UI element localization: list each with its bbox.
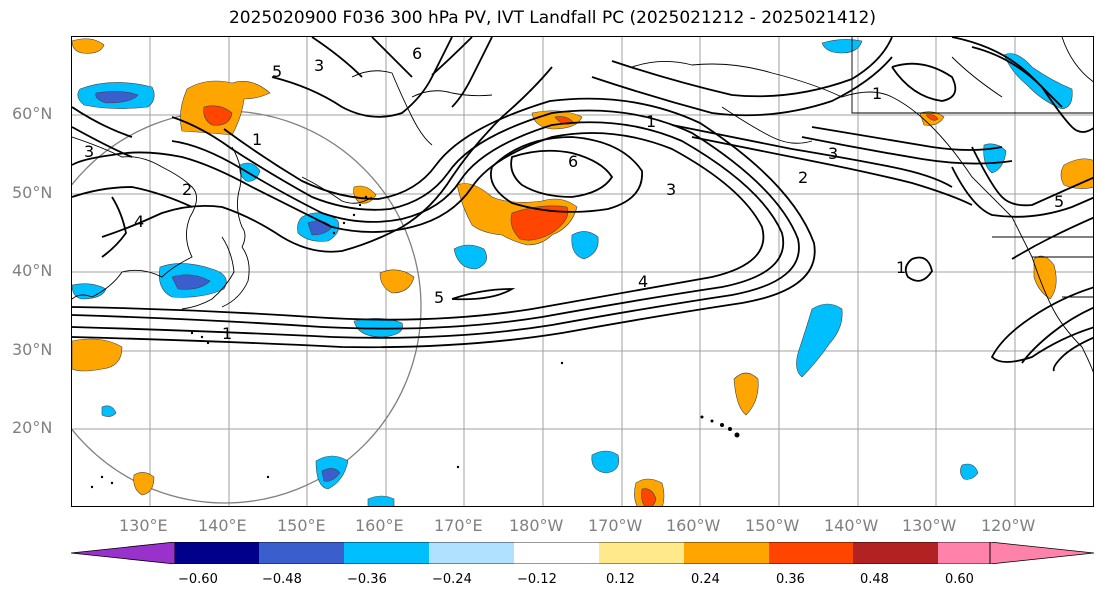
contour-label: 1	[222, 324, 232, 343]
colorbar-segment	[344, 542, 429, 564]
contour-label: 5	[272, 62, 282, 81]
contour-label: 2	[798, 168, 808, 187]
lon-label-150w: 150°W	[745, 516, 800, 535]
contour-label: 2	[182, 180, 192, 199]
contour-label: 5	[434, 288, 444, 307]
contour-label: 1	[646, 112, 656, 131]
colorbar-tick: 0.12	[606, 572, 635, 587]
lon-label-160e: 160°E	[355, 516, 404, 535]
colorbar	[71, 542, 1094, 564]
colorbar-segment	[259, 542, 344, 564]
contour-label: 3	[828, 144, 838, 163]
positive-anomaly-shading	[72, 38, 1093, 506]
coastlines	[72, 37, 1093, 373]
colorbar-tick: 0.60	[945, 572, 974, 587]
lon-label-130e: 130°E	[119, 516, 168, 535]
colorbar-tick: −0.60	[178, 572, 218, 587]
colorbar-tick: 0.36	[776, 572, 805, 587]
contour-label: 4	[638, 272, 648, 291]
contour-label: 6	[568, 152, 578, 171]
lon-label-140e: 140°E	[198, 516, 247, 535]
lat-label-60n: 60°N	[12, 104, 53, 123]
colorbar-segment	[429, 542, 514, 564]
colorbar-segment	[938, 542, 990, 564]
lon-label-170e: 170°E	[434, 516, 483, 535]
colorbar-tick: −0.24	[432, 572, 472, 587]
lon-label-150e: 150°E	[277, 516, 326, 535]
map-panel: 1 1 1 2 2 3 3 3 4 4 5 5 6 6 1 1 3 5	[71, 36, 1094, 507]
islands	[90, 195, 740, 489]
contour-label: 4	[134, 212, 144, 231]
colorbar-segment	[599, 542, 684, 564]
colorbar-tick: −0.36	[347, 572, 387, 587]
colorbar-segment	[175, 542, 259, 564]
colorbar-segment	[853, 542, 938, 564]
colorbar-extend-high	[989, 542, 1094, 564]
lat-label-50n: 50°N	[12, 183, 53, 202]
colorbar-extend-low	[71, 542, 176, 564]
contour-label: 1	[896, 258, 906, 277]
map-title: 2025020900 F036 300 hPa PV, IVT Landfall…	[228, 8, 876, 28]
lon-label-130w: 130°W	[902, 516, 957, 535]
contour-label: 3	[314, 56, 324, 75]
colorbar-segment	[684, 542, 769, 564]
colorbar-tick: −0.48	[262, 572, 302, 587]
contour-label: 5	[1054, 192, 1064, 211]
pv-contours	[72, 37, 1093, 372]
contour-label: 1	[252, 130, 262, 149]
lon-label-120w: 120°W	[981, 516, 1036, 535]
map-canvas: 1 1 1 2 2 3 3 3 4 4 5 5 6 6 1 1 3 5	[72, 37, 1093, 506]
contour-label: 3	[666, 180, 676, 199]
lat-label-20n: 20°N	[12, 418, 53, 437]
lat-label-40n: 40°N	[12, 261, 53, 280]
lon-label-170w: 170°W	[588, 516, 643, 535]
colorbar-tick: 0.48	[860, 572, 889, 587]
contour-label: 1	[872, 84, 882, 103]
lon-label-140w: 140°W	[824, 516, 879, 535]
colorbar-segment	[514, 542, 599, 564]
colorbar-tick: −0.12	[517, 572, 557, 587]
contour-label: 3	[84, 142, 94, 161]
lat-label-30n: 30°N	[12, 340, 53, 359]
contour-label: 6	[412, 44, 422, 63]
colorbar-tick: 0.24	[691, 572, 720, 587]
colorbar-segment	[769, 542, 853, 564]
lon-label-180w: 180°W	[509, 516, 564, 535]
lon-label-160w: 160°W	[666, 516, 721, 535]
contour-labels: 1 1 1 2 2 3 3 3 4 4 5 5 6 6 1 1 3 5	[84, 44, 1064, 343]
